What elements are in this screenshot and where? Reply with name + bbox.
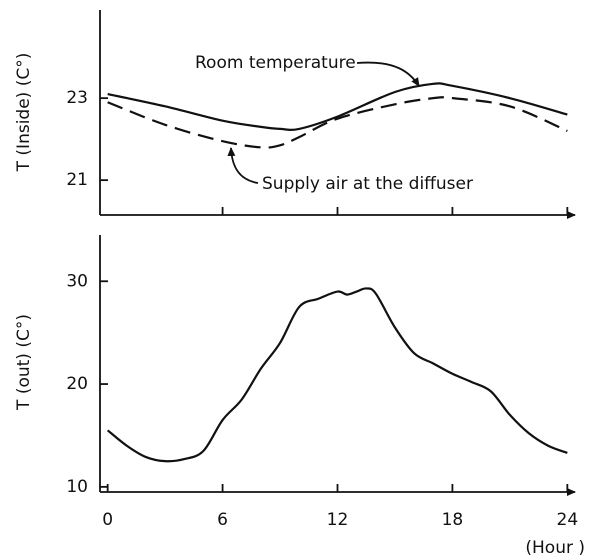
x-tick-label: 0 — [102, 510, 113, 530]
annotation-arrow — [356, 61, 420, 87]
y-tick-label: 30 — [66, 271, 88, 291]
y-axis-label: T (Inside) (C°) — [14, 53, 34, 173]
y-tick-label: 21 — [66, 170, 88, 190]
x-axis-label: (Hour ) — [525, 538, 585, 557]
x-tick-label: 12 — [327, 510, 349, 530]
data-line — [107, 82, 568, 131]
data-line — [106, 287, 568, 463]
annotation: Room temperature — [195, 53, 356, 73]
annotation-arrow — [227, 147, 259, 184]
x-tick-label: 24 — [557, 510, 579, 530]
y-tick-label: 10 — [66, 477, 88, 497]
data-line — [107, 96, 568, 149]
x-tick-label: 6 — [217, 510, 228, 530]
y-tick-label: 23 — [66, 88, 88, 108]
annotation: Supply air at the diffuser — [262, 174, 473, 194]
y-axis-label: T (out) (C°) — [14, 314, 34, 411]
y-tick-label: 20 — [66, 374, 88, 394]
x-tick-label: 18 — [442, 510, 464, 530]
